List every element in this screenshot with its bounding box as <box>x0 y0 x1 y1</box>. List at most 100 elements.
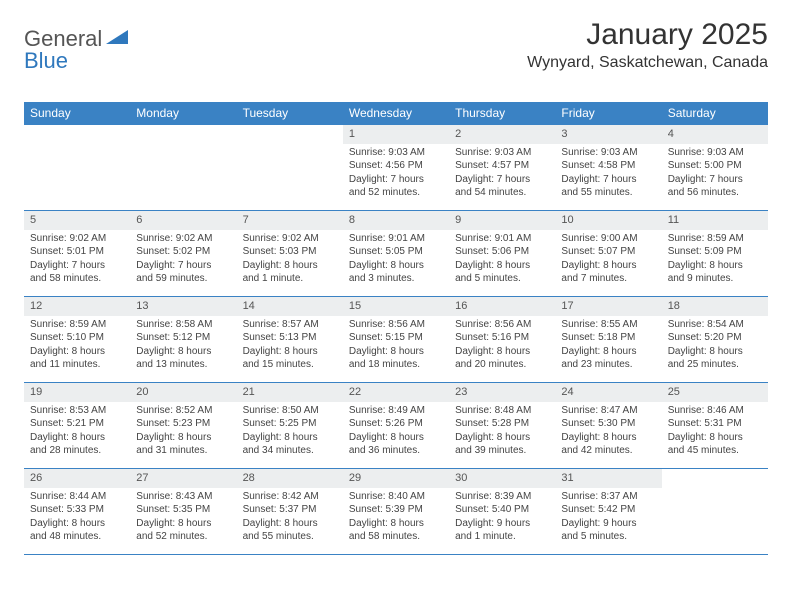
calendar-cell: 24Sunrise: 8:47 AMSunset: 5:30 PMDayligh… <box>555 383 661 469</box>
sunset-label: Sunset: 5:16 PM <box>455 331 549 345</box>
sunrise-label: Sunrise: 8:42 AM <box>243 490 337 504</box>
daylight1-label: Daylight: 8 hours <box>30 517 124 531</box>
sunset-label: Sunset: 5:03 PM <box>243 245 337 259</box>
cell-body: Sunrise: 8:56 AMSunset: 5:16 PMDaylight:… <box>449 316 555 376</box>
calendar-cell: 25Sunrise: 8:46 AMSunset: 5:31 PMDayligh… <box>662 383 768 469</box>
daylight2-label: and 45 minutes. <box>668 444 762 458</box>
day-number: 23 <box>449 383 555 402</box>
sunrise-label: Sunrise: 9:03 AM <box>561 146 655 160</box>
daylight1-label: Daylight: 7 hours <box>561 173 655 187</box>
cell-body: Sunrise: 8:46 AMSunset: 5:31 PMDaylight:… <box>662 402 768 462</box>
day-number: 10 <box>555 211 661 230</box>
daylight1-label: Daylight: 9 hours <box>561 517 655 531</box>
day-header: Saturday <box>662 102 768 125</box>
day-number: 19 <box>24 383 130 402</box>
day-header: Friday <box>555 102 661 125</box>
sunset-label: Sunset: 4:56 PM <box>349 159 443 173</box>
sunrise-label: Sunrise: 9:03 AM <box>668 146 762 160</box>
day-number <box>24 125 130 129</box>
calendar-cell: 12Sunrise: 8:59 AMSunset: 5:10 PMDayligh… <box>24 297 130 383</box>
cell-body: Sunrise: 8:37 AMSunset: 5:42 PMDaylight:… <box>555 488 661 548</box>
sunset-label: Sunset: 5:33 PM <box>30 503 124 517</box>
sunset-label: Sunset: 5:02 PM <box>136 245 230 259</box>
sunrise-label: Sunrise: 8:52 AM <box>136 404 230 418</box>
daylight1-label: Daylight: 7 hours <box>668 173 762 187</box>
daylight1-label: Daylight: 8 hours <box>455 259 549 273</box>
daylight1-label: Daylight: 8 hours <box>455 345 549 359</box>
calendar-cell: 21Sunrise: 8:50 AMSunset: 5:25 PMDayligh… <box>237 383 343 469</box>
sunrise-label: Sunrise: 8:56 AM <box>455 318 549 332</box>
calendar-cell: 8Sunrise: 9:01 AMSunset: 5:05 PMDaylight… <box>343 211 449 297</box>
cell-body: Sunrise: 8:52 AMSunset: 5:23 PMDaylight:… <box>130 402 236 462</box>
daylight2-label: and 18 minutes. <box>349 358 443 372</box>
daylight1-label: Daylight: 7 hours <box>136 259 230 273</box>
cell-body: Sunrise: 8:49 AMSunset: 5:26 PMDaylight:… <box>343 402 449 462</box>
day-header: Sunday <box>24 102 130 125</box>
calendar-week-row: 12Sunrise: 8:59 AMSunset: 5:10 PMDayligh… <box>24 297 768 383</box>
day-number: 30 <box>449 469 555 488</box>
sunset-label: Sunset: 5:23 PM <box>136 417 230 431</box>
cell-body: Sunrise: 8:55 AMSunset: 5:18 PMDaylight:… <box>555 316 661 376</box>
daylight1-label: Daylight: 8 hours <box>136 517 230 531</box>
sunrise-label: Sunrise: 8:58 AM <box>136 318 230 332</box>
day-number: 7 <box>237 211 343 230</box>
calendar-cell: 6 Sunrise: 9:02 AMSunset: 5:02 PMDaylight… <box>130 211 236 297</box>
day-number: 3 <box>555 125 661 144</box>
cell-body: Sunrise: 8:59 AMSunset: 5:09 PMDaylight:… <box>662 230 768 290</box>
sunrise-label: Sunrise: 8:43 AM <box>136 490 230 504</box>
sunset-label: Sunset: 5:01 PM <box>30 245 124 259</box>
daylight2-label: and 54 minutes. <box>455 186 549 200</box>
sunset-label: Sunset: 5:00 PM <box>668 159 762 173</box>
cell-body: Sunrise: 8:44 AMSunset: 5:33 PMDaylight:… <box>24 488 130 548</box>
cell-body: Sunrise: 9:03 AMSunset: 4:58 PMDaylight:… <box>555 144 661 204</box>
day-number: 4 <box>662 125 768 144</box>
sunrise-label: Sunrise: 9:02 AM <box>136 232 230 246</box>
daylight2-label: and 58 minutes. <box>349 530 443 544</box>
daylight2-label: and 58 minutes. <box>30 272 124 286</box>
daylight1-label: Daylight: 8 hours <box>561 345 655 359</box>
calendar-table: Sunday Monday Tuesday Wednesday Thursday… <box>24 102 768 555</box>
calendar-cell: 17Sunrise: 8:55 AMSunset: 5:18 PMDayligh… <box>555 297 661 383</box>
cell-body: Sunrise: 9:00 AMSunset: 5:07 PMDaylight:… <box>555 230 661 290</box>
sunrise-label: Sunrise: 9:03 AM <box>455 146 549 160</box>
cell-body: Sunrise: 9:03 AMSunset: 4:57 PMDaylight:… <box>449 144 555 204</box>
daylight1-label: Daylight: 7 hours <box>30 259 124 273</box>
cell-body: Sunrise: 8:43 AMSunset: 5:35 PMDaylight:… <box>130 488 236 548</box>
sunset-label: Sunset: 5:06 PM <box>455 245 549 259</box>
day-number: 17 <box>555 297 661 316</box>
sunrise-label: Sunrise: 8:53 AM <box>30 404 124 418</box>
daylight2-label: and 25 minutes. <box>668 358 762 372</box>
calendar-week-row: 5Sunrise: 9:02 AMSunset: 5:01 PMDaylight… <box>24 211 768 297</box>
sunset-label: Sunset: 5:20 PM <box>668 331 762 345</box>
calendar-cell: 30Sunrise: 8:39 AMSunset: 5:40 PMDayligh… <box>449 469 555 555</box>
day-header: Tuesday <box>237 102 343 125</box>
calendar-cell: 19Sunrise: 8:53 AMSunset: 5:21 PMDayligh… <box>24 383 130 469</box>
daylight2-label: and 5 minutes. <box>561 530 655 544</box>
daylight1-label: Daylight: 8 hours <box>349 345 443 359</box>
sunrise-label: Sunrise: 8:44 AM <box>30 490 124 504</box>
cell-body: Sunrise: 8:59 AMSunset: 5:10 PMDaylight:… <box>24 316 130 376</box>
day-number: 12 <box>24 297 130 316</box>
sunset-label: Sunset: 5:21 PM <box>30 417 124 431</box>
cell-body: Sunrise: 9:02 AMSunset: 5:03 PMDaylight:… <box>237 230 343 290</box>
brand-logo: General <box>24 18 130 52</box>
calendar-cell: 13Sunrise: 8:58 AMSunset: 5:12 PMDayligh… <box>130 297 236 383</box>
calendar-cell: 10Sunrise: 9:00 AMSunset: 5:07 PMDayligh… <box>555 211 661 297</box>
sunrise-label: Sunrise: 8:47 AM <box>561 404 655 418</box>
daylight2-label: and 1 minute. <box>455 530 549 544</box>
daylight2-label: and 9 minutes. <box>668 272 762 286</box>
daylight2-label: and 48 minutes. <box>30 530 124 544</box>
day-number: 28 <box>237 469 343 488</box>
daylight1-label: Daylight: 8 hours <box>349 431 443 445</box>
daylight2-label: and 55 minutes. <box>243 530 337 544</box>
sunrise-label: Sunrise: 9:01 AM <box>455 232 549 246</box>
sunset-label: Sunset: 5:39 PM <box>349 503 443 517</box>
day-number: 18 <box>662 297 768 316</box>
day-number: 1 <box>343 125 449 144</box>
sunset-label: Sunset: 5:18 PM <box>561 331 655 345</box>
daylight1-label: Daylight: 8 hours <box>136 345 230 359</box>
daylight1-label: Daylight: 8 hours <box>243 517 337 531</box>
day-number: 6 <box>130 211 236 230</box>
daylight2-label: and 52 minutes. <box>136 530 230 544</box>
month-title: January 2025 <box>527 18 768 52</box>
